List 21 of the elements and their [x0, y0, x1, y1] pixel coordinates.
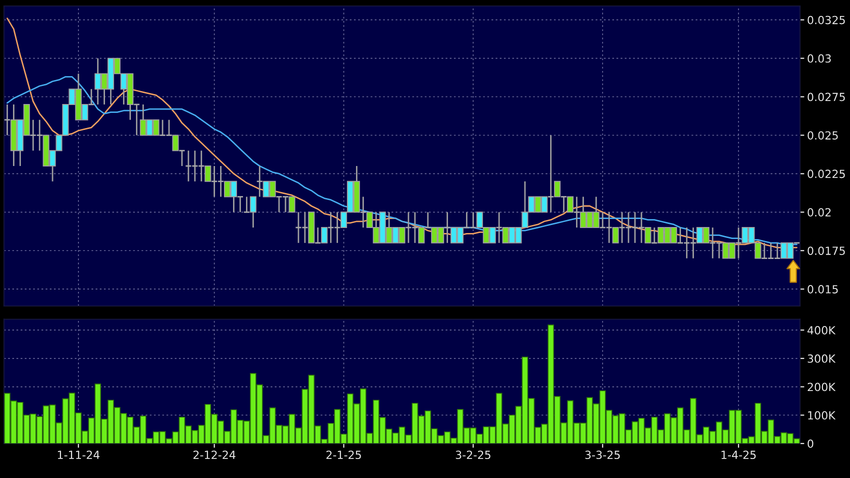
- x-tick-label: 1-4-25: [722, 450, 756, 460]
- line-series: [6, 76, 798, 246]
- y-tick-label: 400K: [807, 326, 836, 334]
- y-tick-label: 0.0275: [808, 92, 845, 102]
- y-tick-label: 300K: [808, 354, 836, 363]
- y-tick-label: 0.03: [808, 54, 831, 63]
- x-tick-label: 2-1-25: [326, 450, 361, 460]
- x-tick-label: 3-3-25: [585, 450, 620, 460]
- line-series: [6, 18, 798, 248]
- y-tick-label: 0: [808, 439, 814, 448]
- y-tick-label: 200K: [808, 382, 836, 392]
- y-tick-label: 0.0175: [808, 246, 845, 255]
- x-tick-label: 1-11-24: [58, 450, 100, 459]
- x-tick-label: 3-2-25: [456, 450, 490, 460]
- y-tick-label: 0.0225: [808, 170, 845, 178]
- x-tick-label: 2-12-24: [193, 450, 236, 459]
- y-tick-label: 0.02: [808, 208, 831, 217]
- y-tick-label: 100K: [808, 411, 836, 420]
- y-tick-label: 0.025: [808, 131, 838, 140]
- y-tick-label: 0.015: [808, 285, 838, 294]
- y-tick-label: 0.0325: [808, 16, 845, 24]
